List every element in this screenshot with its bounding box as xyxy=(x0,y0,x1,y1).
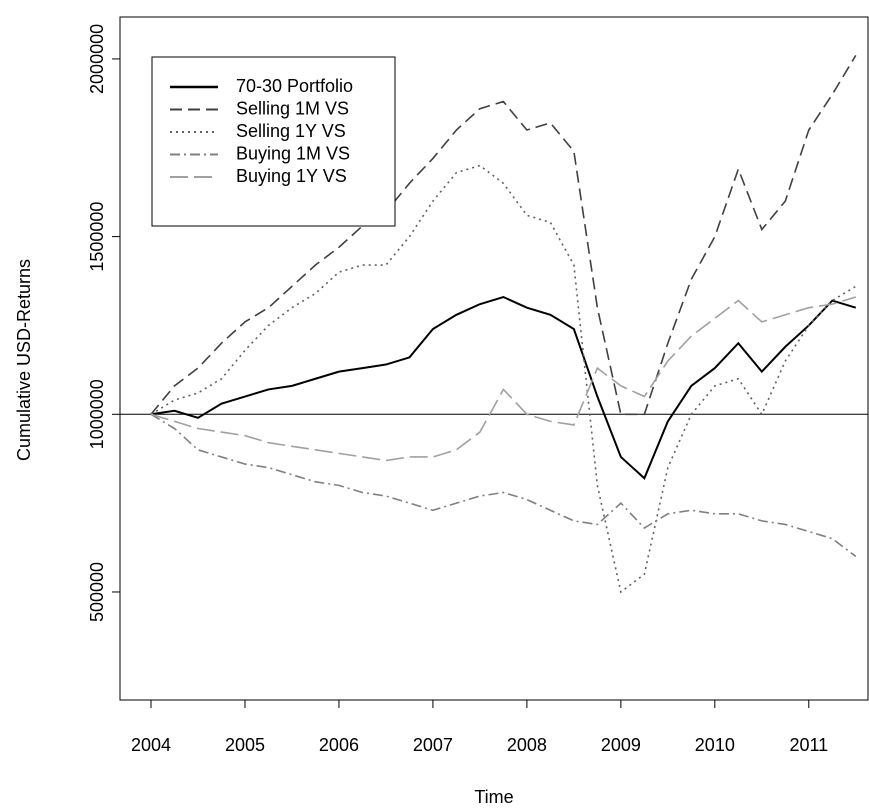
series-line xyxy=(150,295,857,480)
legend-label: 70-30 Portfolio xyxy=(236,76,353,96)
y-tick-label: 500000 xyxy=(87,562,107,622)
series-line xyxy=(150,54,857,416)
legend-label: Selling 1Y VS xyxy=(236,121,346,141)
y-tick-label: 1500000 xyxy=(87,202,107,272)
series-line xyxy=(150,296,857,462)
legend-label: Selling 1M VS xyxy=(236,98,349,118)
x-tick-label: 2011 xyxy=(789,735,828,755)
x-tick-label: 2008 xyxy=(507,735,547,755)
y-axis-label: Cumulative USD-Returns xyxy=(14,259,34,461)
x-tick-label: 2004 xyxy=(131,735,171,755)
y-tick-label: 2000000 xyxy=(87,24,107,94)
series-line xyxy=(150,164,857,594)
legend-box xyxy=(151,56,396,227)
x-tick-label: 2007 xyxy=(413,735,453,755)
x-axis-label: Time xyxy=(474,787,513,807)
legend-label: Buying 1Y VS xyxy=(236,166,347,186)
legend-label: Buying 1M VS xyxy=(236,143,350,163)
series-line xyxy=(150,413,857,558)
x-tick-label: 2005 xyxy=(225,735,265,755)
plot-frame xyxy=(119,16,869,701)
x-tick-label: 2009 xyxy=(601,735,641,755)
y-tick-label: 1000000 xyxy=(87,379,107,449)
x-tick-label: 2006 xyxy=(319,735,359,755)
x-tick-label: 2010 xyxy=(695,735,735,755)
